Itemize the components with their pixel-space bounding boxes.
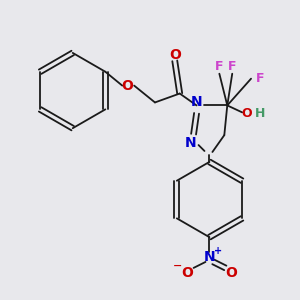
Text: F: F	[215, 60, 224, 73]
Text: F: F	[228, 60, 236, 73]
Text: O: O	[242, 107, 252, 120]
Text: O: O	[121, 79, 133, 93]
Text: N: N	[191, 95, 203, 110]
Text: N: N	[204, 250, 215, 264]
Text: +: +	[214, 246, 222, 256]
Text: F: F	[256, 72, 264, 85]
Text: O: O	[182, 266, 194, 280]
Text: H: H	[255, 107, 265, 120]
Text: N: N	[185, 136, 197, 150]
Text: O: O	[225, 266, 237, 280]
Text: O: O	[169, 48, 181, 62]
Text: −: −	[173, 261, 182, 271]
